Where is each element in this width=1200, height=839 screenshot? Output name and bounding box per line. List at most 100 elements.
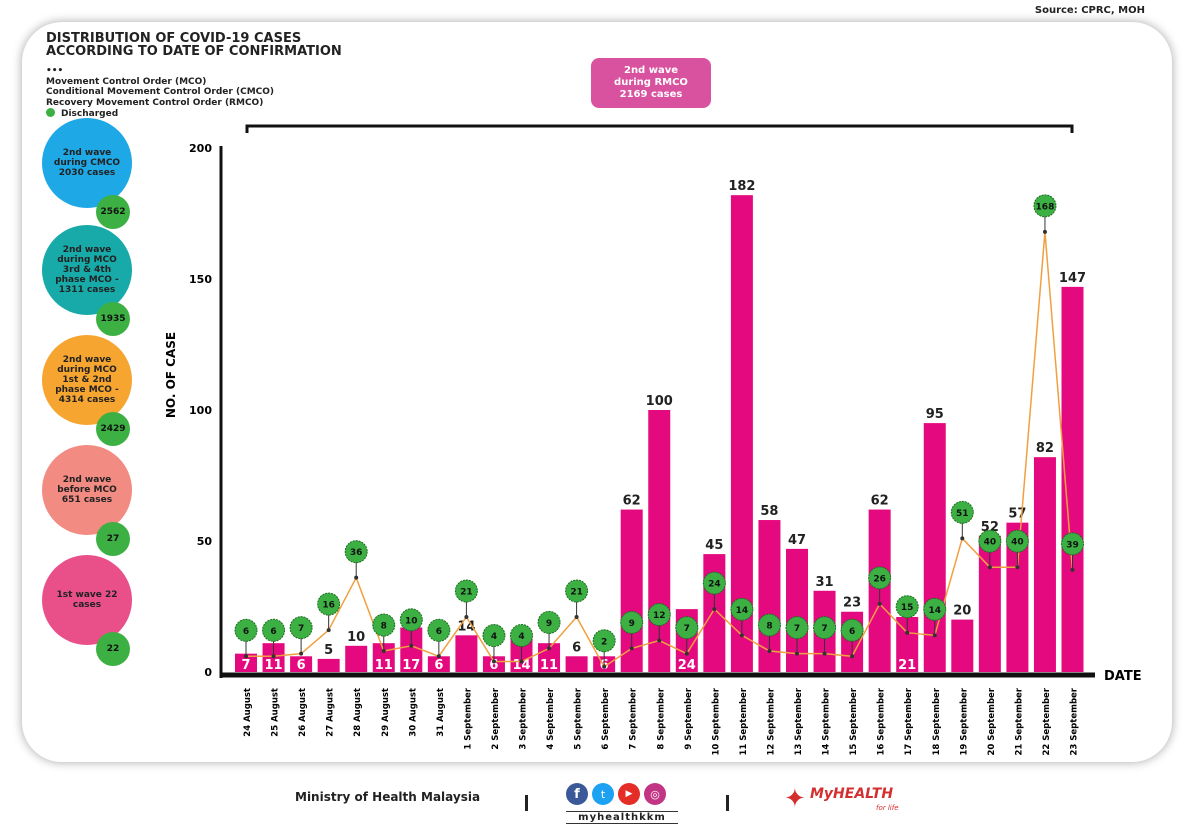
discharged-marker	[868, 566, 892, 590]
discharged-value-label: 6	[849, 627, 855, 637]
discharged-value-label: 6	[243, 627, 249, 637]
bar-value-label: 5	[324, 643, 333, 658]
bar-value-label: 45	[705, 538, 723, 553]
discharged-value-label: 6	[436, 627, 442, 637]
discharged-value-label: 6	[270, 627, 276, 637]
rmco-wave-box: 2nd wave during RMCO 2169 cases	[591, 58, 711, 108]
x-tick-label: 4 September	[546, 687, 556, 749]
x-tick-label: 17 September	[904, 687, 914, 755]
discharged-value-label: 7	[684, 624, 690, 634]
discharged-value-label: 9	[546, 619, 552, 629]
bar	[565, 656, 588, 672]
discharged-point	[850, 654, 855, 659]
divider	[726, 795, 729, 811]
discharged-marker	[289, 616, 313, 640]
x-tick-label: 1 September	[463, 687, 473, 749]
myhealth-figure-icon: ✦	[784, 784, 806, 814]
discharged-point	[602, 664, 607, 669]
twitter-icon[interactable]: t	[592, 783, 614, 805]
legend-discharged-label: Discharged	[61, 109, 119, 119]
discharged-value-label: 8	[766, 622, 772, 632]
discharged-point	[1042, 229, 1047, 234]
bubble-discharged-count: 1935	[96, 302, 130, 336]
youtube-icon[interactable]: ▶	[618, 783, 640, 805]
discharged-value-label: 21	[570, 587, 583, 597]
discharged-marker	[1061, 532, 1084, 556]
x-tick-label: 9 September	[684, 687, 694, 749]
y-tick-label: 0	[204, 666, 212, 679]
x-tick-label: 19 September	[959, 687, 969, 755]
x-tick-label: 22 September	[1042, 687, 1052, 755]
x-tick-label: 2 September	[491, 687, 501, 749]
discharged-value-label: 8	[381, 622, 387, 632]
legend: ••• Movement Control Order (MCO) Conditi…	[46, 66, 274, 120]
x-tick-label: 5 September	[574, 687, 584, 749]
bar-value-label: 147	[1059, 271, 1086, 286]
x-tick-label: 26 August	[298, 688, 308, 737]
discharged-point	[657, 638, 662, 643]
discharged-value-label: 21	[460, 587, 473, 597]
instagram-icon[interactable]: ◎	[644, 783, 666, 805]
discharged-marker	[234, 618, 258, 642]
discharged-point	[354, 575, 359, 580]
bar	[896, 616, 919, 672]
bar	[786, 548, 808, 672]
x-tick-label: 20 September	[987, 687, 997, 755]
wave-bubble: 2nd wave before MCO 651 cases	[42, 445, 132, 535]
discharged-point	[1015, 565, 1020, 570]
discharged-value-label: 168	[1036, 202, 1055, 212]
bar	[1033, 457, 1056, 672]
bar-value-label: 6	[434, 658, 443, 673]
bubble-discharged-count: 2562	[96, 195, 130, 229]
x-tick-label: 6 September	[601, 687, 611, 749]
x-tick-label: 10 September	[711, 687, 721, 755]
bar	[455, 635, 478, 672]
x-tick-label: 12 September	[766, 687, 776, 755]
discharged-value-label: 4	[518, 632, 524, 642]
y-tick-label: 100	[189, 404, 212, 417]
bar-value-label: 21	[898, 658, 916, 673]
y-tick-label: 150	[189, 273, 212, 286]
bar-value-label: 11	[375, 658, 393, 673]
bar	[730, 195, 753, 672]
discharged-point	[326, 628, 331, 633]
bar-value-label: 17	[402, 658, 420, 673]
discharged-point	[409, 643, 414, 648]
discharged-marker	[510, 624, 533, 648]
x-tick-label: 28 August	[353, 688, 363, 737]
facebook-icon[interactable]: f	[566, 783, 588, 805]
discharged-point	[987, 565, 992, 570]
discharged-point	[574, 614, 579, 619]
bubble-discharged-count: 2429	[96, 412, 130, 446]
bar	[345, 645, 368, 672]
x-tick-label: 3 September	[519, 687, 529, 749]
x-tick-label: 25 August	[271, 688, 281, 737]
discharged-marker	[730, 597, 754, 621]
discharged-point	[436, 654, 441, 659]
legend-cmco: Conditional Movement Control Order (CMCO…	[46, 87, 275, 97]
x-tick-label: 16 September	[877, 687, 887, 755]
discharged-point	[271, 654, 276, 659]
bar-value-label: 7	[241, 658, 250, 673]
discharged-value-label: 40	[1011, 538, 1024, 548]
social-icons: f t ▶ ◎	[566, 783, 666, 805]
discharged-marker	[482, 624, 506, 648]
discharged-value-label: 7	[794, 624, 800, 634]
chart-title: DISTRIBUTION OF COVID-19 CASES ACCORDING…	[46, 31, 342, 59]
bar	[317, 658, 340, 672]
wave-bubble: 2nd wave during MCO 1st & 2nd phase MCO …	[42, 335, 132, 425]
bar	[482, 656, 505, 672]
discharged-value-label: 4	[491, 632, 497, 642]
divider	[525, 795, 528, 811]
discharged-value-label: 16	[322, 601, 335, 611]
bar-value-label: 6	[572, 640, 581, 655]
discharged-point	[684, 651, 689, 656]
bar-value-label: 82	[1036, 441, 1054, 456]
x-tick-label: 13 September	[794, 687, 804, 755]
bar	[978, 535, 1001, 672]
discharged-marker	[399, 608, 423, 632]
legend-dots: •••	[46, 66, 64, 76]
bar-value-label: 62	[871, 494, 889, 509]
bar	[1006, 522, 1029, 672]
